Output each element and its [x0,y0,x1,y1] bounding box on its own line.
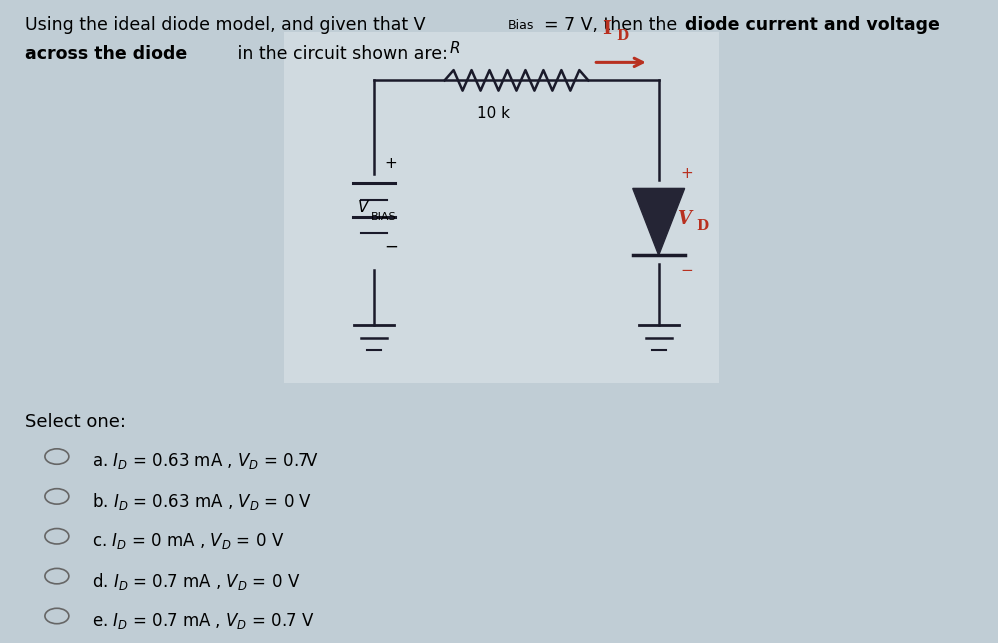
Text: V: V [677,210,691,228]
Text: D: D [697,219,709,233]
Text: V: V [358,200,368,215]
Text: −: − [384,237,398,255]
Text: across the diode: across the diode [25,45,188,63]
Text: BIAS: BIAS [371,212,397,222]
Text: Select one:: Select one: [25,413,126,431]
Text: a. $\mathit{I}_D$ = 0.63 mA , $\mathit{V}_D$ = 0.7V: a. $\mathit{I}_D$ = 0.63 mA , $\mathit{V… [92,451,318,471]
Text: d. $\mathit{I}_D$ = 0.7 mA , $\mathit{V}_D$ = 0 V: d. $\mathit{I}_D$ = 0.7 mA , $\mathit{V}… [92,571,300,592]
Text: Bias: Bias [508,19,534,32]
Polygon shape [633,188,685,255]
Text: e. $\mathit{I}_D$ = 0.7 mA , $\mathit{V}_D$ = 0.7 V: e. $\mathit{I}_D$ = 0.7 mA , $\mathit{V}… [92,611,314,631]
Text: +: + [681,166,694,181]
Text: −: − [681,262,694,278]
Text: D: D [616,29,628,43]
Bar [284,32,719,383]
Text: 10 k: 10 k [477,106,510,121]
Text: c. $\mathit{I}_D$ = 0 mA , $\mathit{V}_D$ = 0 V: c. $\mathit{I}_D$ = 0 mA , $\mathit{V}_D… [92,531,284,551]
Text: b. $\mathit{I}_D$ = 0.63 mA , $\mathit{V}_D$ = 0 V: b. $\mathit{I}_D$ = 0.63 mA , $\mathit{V… [92,491,312,512]
Text: I: I [602,20,611,38]
Text: R: R [449,41,460,56]
Text: diode current and voltage: diode current and voltage [685,16,939,34]
Text: +: + [384,156,397,172]
Text: in the circuit shown are:: in the circuit shown are: [232,45,447,63]
Text: Using the ideal diode model, and given that V: Using the ideal diode model, and given t… [25,16,425,34]
Text: = 7 V, then the: = 7 V, then the [544,16,683,34]
